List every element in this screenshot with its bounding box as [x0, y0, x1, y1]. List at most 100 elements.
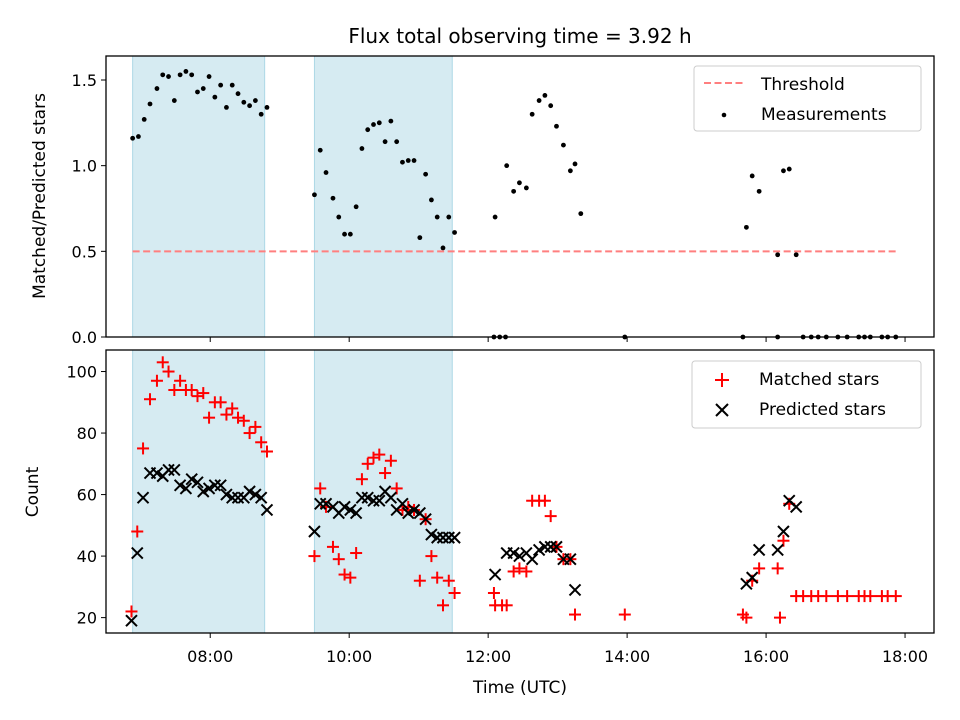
predicted-star-point [249, 488, 262, 501]
measurement-point [511, 188, 517, 194]
measurement-point [183, 69, 189, 74]
predicted-star-point [338, 500, 351, 514]
predicted-star-point [319, 497, 333, 511]
measurement-point [206, 74, 212, 79]
predicted-star-point [344, 503, 357, 517]
matched-star-point [131, 525, 144, 538]
bottom-panel: 20 40 60 80 100 08:00 10:00 12:00 14:00 16:00 18:… [23, 349, 935, 698]
measurement-point [224, 105, 229, 110]
y-tick-label: 100 [66, 363, 97, 382]
measurement-point [353, 204, 359, 210]
top-plot-frame [105, 55, 935, 338]
y-tick-label: 0.5 [72, 242, 97, 261]
matched-star-point [156, 356, 169, 369]
predicted-star-point [367, 494, 380, 507]
matched-star-point [448, 587, 461, 600]
measurement-point [786, 166, 792, 172]
measurement-point [171, 98, 177, 103]
predicted-star-point [488, 568, 502, 581]
matched-star-point [379, 467, 392, 480]
predicted-legend-swatch [715, 403, 729, 417]
matched-star-point [513, 562, 526, 575]
measurement-point [523, 185, 529, 191]
matched-star-point [361, 457, 374, 470]
predicted-star-point [538, 540, 552, 554]
predicted-star-point [314, 497, 327, 511]
measurement-point [554, 123, 559, 129]
predicted-star-point [402, 506, 415, 520]
predicted-star-point [168, 463, 181, 477]
measurements-legend-label: Measurements [761, 105, 887, 125]
measurement-point [330, 195, 336, 201]
matched-star-point [260, 445, 273, 458]
y-tick-label: 60 [77, 486, 97, 505]
predicted-star-point [231, 491, 245, 504]
matched-star-point [255, 436, 268, 449]
matched-star-point [520, 565, 533, 578]
top-panel: 0.0 0.5 1.0 1.5 Matched/Predicted stars Thr… [30, 55, 935, 347]
predicted-star-point [419, 512, 432, 526]
observing-band-1 [132, 349, 266, 634]
measurement-point [371, 122, 376, 127]
predicted-star-point [260, 503, 274, 517]
bottom-bands [132, 349, 453, 634]
matched-star-point [384, 454, 397, 467]
measurement-point [417, 235, 423, 241]
matched-star-point [355, 473, 368, 486]
y-tick-label: 40 [77, 547, 97, 566]
matched-legend-swatch [715, 373, 729, 387]
measurement-point [336, 214, 342, 220]
predicted-star-point [136, 491, 150, 504]
matched-star-point [507, 565, 520, 578]
x-tick-label: 08:00 [187, 647, 233, 666]
top-bands [132, 55, 453, 338]
matched-star-point [773, 611, 786, 624]
x-tick-label: 10:00 [326, 647, 372, 666]
matched-star-point [168, 383, 181, 396]
matched-star-point [373, 448, 386, 461]
measurement-point [347, 231, 353, 237]
measurement-point [536, 98, 542, 103]
matched-star-point [500, 599, 513, 612]
predicted-star-point [208, 479, 222, 492]
predicted-star-point [430, 531, 444, 544]
measurement-point [567, 168, 573, 174]
predicted-star-point [131, 546, 144, 560]
measurement-point [446, 214, 452, 220]
predicted-star-point [396, 497, 409, 511]
matched-star-point [314, 482, 327, 495]
predicted-star-point [448, 531, 461, 544]
matched-star-point [753, 562, 766, 575]
y-tick-label: 1.0 [72, 157, 97, 176]
matched-star-point [436, 599, 449, 612]
measurement-point [781, 168, 786, 174]
predicted-star-point [355, 491, 369, 504]
predicted-star-point [789, 500, 803, 514]
predicted-star-point [179, 482, 193, 495]
measurement-point [130, 135, 136, 141]
bottom-plot-frame [105, 349, 935, 634]
measurement-point [388, 118, 394, 124]
measurement-point [229, 82, 235, 88]
matched-star-point [308, 550, 321, 563]
predicted-star-point [185, 472, 198, 486]
measurement-point [365, 127, 371, 133]
matched-star-point [740, 611, 753, 624]
matched-star-point [243, 427, 256, 440]
measurement-point [160, 72, 166, 78]
predicted-star-point [550, 540, 563, 554]
measurement-point [252, 98, 258, 103]
predicted-star-point [507, 546, 520, 560]
matched-star-point [538, 494, 551, 507]
matched-star-point [162, 365, 175, 378]
predicted-star-point [564, 552, 577, 566]
matched-star-point [344, 571, 357, 584]
matched-star-point [137, 442, 150, 455]
measurement-point [323, 170, 329, 175]
measurement-point [195, 89, 200, 95]
predicted-star-point [220, 488, 233, 501]
matched-star-point [544, 510, 557, 523]
predicted-star-point [436, 531, 450, 544]
predicted-star-point [361, 491, 374, 504]
bottom-legend-box [691, 360, 922, 429]
